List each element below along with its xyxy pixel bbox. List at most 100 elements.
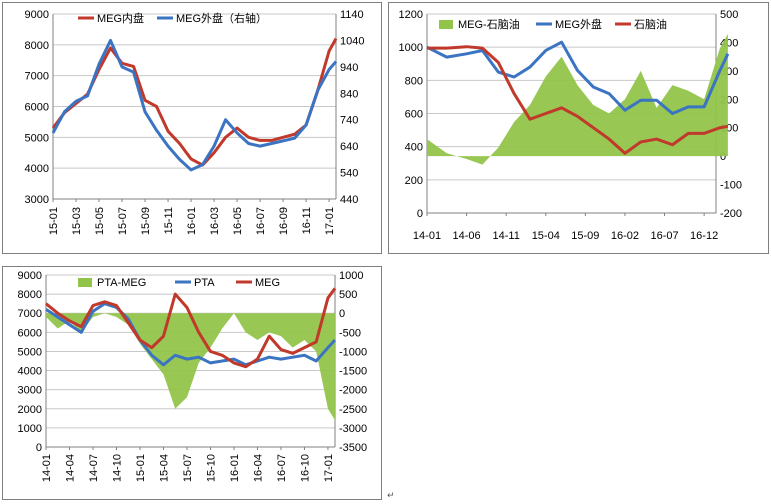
- chart-meg-naphtha-spread: 020040060080010001200-200-10001002003004…: [399, 9, 743, 242]
- legend-label: MEG外盘（右轴）: [176, 11, 267, 25]
- y-right-tick-label: -100: [720, 180, 742, 192]
- x-tick-label: 17-01: [324, 207, 336, 235]
- x-tick-label: 14-10: [111, 454, 123, 482]
- x-tick-label: 16-11: [301, 207, 313, 234]
- legend-swatch: [439, 20, 453, 29]
- x-tick-label: 15-04: [158, 454, 170, 482]
- y-left-tick-label: 1000: [18, 423, 42, 435]
- x-tick-label: 17-01: [323, 454, 335, 482]
- legend-label: MEG内盘: [97, 11, 144, 25]
- y-right-tick-label: 440: [340, 194, 358, 206]
- chart-meg-domestic-vs-external: 3000 4000 5000 6000 7000 8000 9000 440 540 640 740…: [25, 9, 365, 235]
- y-left-tick-label: 7000: [18, 308, 42, 320]
- x-tick-label: 16-07: [276, 454, 288, 482]
- legend-swatch: [78, 278, 92, 287]
- chart-pta-meg-spread: 0100020003000400050006000700080009000-35…: [18, 270, 368, 482]
- x-tick-label: 15-07: [182, 454, 194, 482]
- x-tick-label: 15-10: [205, 454, 217, 482]
- y-left-tick-label: 5000: [18, 346, 42, 358]
- y-left-tick-label: 0: [417, 208, 423, 220]
- y-right-tick-label: -3000: [339, 423, 367, 435]
- chart-panel-pta-meg-spread: 0 1000 2000 3000 4000 5000 6000 7000 8000 9000 -35…: [2, 266, 382, 500]
- y-right-tick-label: 0: [339, 308, 345, 320]
- y-left-tick-label: 5000: [25, 132, 49, 144]
- y-right-tick-label: 500: [720, 9, 738, 21]
- y-left-tick-label: 9000: [18, 270, 42, 282]
- x-tick-label: 15-01: [48, 207, 60, 235]
- y-left-tick-label: 2000: [18, 404, 42, 416]
- y-left-tick-label: 1200: [399, 9, 423, 21]
- x-tick-label: 15-04: [532, 230, 560, 242]
- legend-label: PTA: [194, 277, 215, 289]
- series-line-石脑油: [427, 45, 729, 155]
- series-line-MEG外盘: [426, 40, 730, 115]
- y-right-tick-label: -1500: [339, 366, 367, 378]
- series-area-MEG-石脑油: [427, 33, 728, 165]
- x-tick-label: 15-05: [94, 207, 106, 235]
- y-left-tick-label: 400: [405, 142, 423, 154]
- y-right-tick-label: 740: [340, 115, 358, 127]
- y-right-tick-label: 940: [340, 62, 358, 74]
- legend-label: MEG-石脑油: [458, 17, 520, 31]
- y-left-tick-label: 4000: [25, 163, 49, 175]
- y-right-tick-label: 840: [340, 88, 358, 100]
- legend-label: PTA-MEG: [97, 277, 146, 289]
- x-tick-label: 16-03: [209, 207, 221, 235]
- y-left-tick-label: 6000: [18, 327, 42, 339]
- y-left-tick-label: 8000: [18, 289, 42, 301]
- x-tick-label: 16-05: [232, 207, 244, 235]
- x-tick-label: 15-01: [135, 454, 147, 482]
- y-left-tick-label: 7000: [25, 71, 49, 83]
- x-tick-label: 16-12: [690, 230, 718, 242]
- x-tick-label: 16-01: [186, 207, 198, 235]
- legend-label: 石脑油: [634, 17, 667, 31]
- y-left-tick-label: 4000: [18, 366, 42, 378]
- y-left-tick-label: 600: [405, 109, 423, 121]
- x-tick-label: 16-07: [650, 230, 678, 242]
- x-tick-label: 16-09: [278, 207, 290, 235]
- series-line-MEG: [45, 287, 337, 369]
- series-line-PTA: [45, 302, 337, 367]
- y-left-tick-label: 3000: [25, 194, 49, 206]
- series-line-MEG外盘（右轴）: [51, 38, 338, 172]
- series-line-MEG内盘: [51, 37, 338, 167]
- y-right-tick-label: 0: [720, 151, 726, 163]
- x-tick-label: 16-04: [252, 454, 264, 482]
- y-left-tick-label: 3000: [18, 385, 42, 397]
- y-left-tick-label: 8000: [25, 40, 49, 52]
- y-right-tick-label: 540: [340, 168, 358, 180]
- legend-label: MEG: [255, 277, 280, 289]
- chart-panel-meg-naphtha-spread: 0 200 400 600 800 1000 1200 -200 -100 0 100 200 300 4…: [388, 2, 769, 254]
- y-left-tick-label: 0: [36, 442, 42, 454]
- y-right-tick-label: 1000: [339, 270, 363, 282]
- y-right-tick-label: -3500: [339, 442, 367, 454]
- chart-panel-meg-domestic-vs-external: 3000 4000 5000 6000 7000 8000 9000 440 540 640 740…: [2, 2, 382, 254]
- legend-label: MEG外盘: [555, 17, 602, 31]
- y-left-tick-label: 9000: [25, 9, 49, 21]
- x-tick-label: 16-02: [611, 230, 639, 242]
- y-left-tick-label: 6000: [25, 102, 49, 114]
- x-tick-label: 15-07: [117, 207, 129, 235]
- x-tick-label: 14-04: [64, 454, 76, 482]
- y-right-tick-label: -2000: [339, 385, 367, 397]
- x-tick-label: 15-09: [140, 207, 152, 235]
- y-left-tick-label: 800: [405, 75, 423, 87]
- y-left-tick-label: 200: [405, 175, 423, 187]
- x-tick-label: 15-11: [163, 207, 175, 234]
- y-right-tick-label: -500: [339, 327, 361, 339]
- return-mark-icon: ↵: [387, 491, 395, 501]
- x-tick-label: 14-01: [413, 230, 441, 242]
- x-tick-label: 16-01: [229, 454, 241, 482]
- y-right-tick-label: 500: [339, 289, 357, 301]
- x-tick-label: 15-09: [571, 230, 599, 242]
- y-right-tick-label: 1140: [340, 9, 364, 21]
- x-tick-label: 15-03: [71, 207, 83, 235]
- y-left-tick-label: 1000: [399, 42, 423, 54]
- x-tick-label: 14-06: [453, 230, 481, 242]
- x-tick-label: 14-01: [41, 454, 53, 482]
- y-right-tick-label: 1040: [340, 35, 364, 47]
- x-tick-label: 14-11: [493, 230, 520, 242]
- y-right-tick-label: -2500: [339, 404, 367, 416]
- x-tick-label: 16-10: [299, 454, 311, 482]
- y-right-tick-label: 640: [340, 141, 358, 153]
